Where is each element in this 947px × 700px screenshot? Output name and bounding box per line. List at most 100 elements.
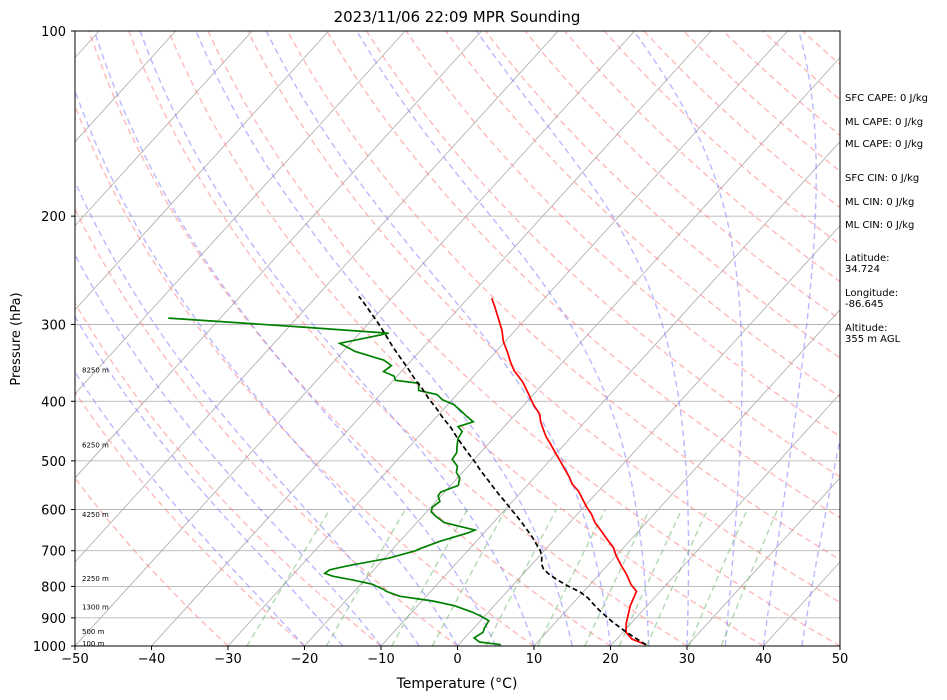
isotherm-line (75, 31, 406, 395)
x-tick-label: 10 (526, 652, 543, 667)
isotherm-line (610, 393, 840, 646)
dewpoint-trace (168, 317, 501, 646)
mixing-ratio-line (618, 509, 683, 646)
parcel-trace (358, 295, 647, 646)
height-label: 6250 m (82, 441, 109, 449)
isotherm-line (686, 477, 840, 646)
altitude-value: 355 m AGL (845, 334, 901, 345)
x-tick-label: −10 (367, 652, 394, 667)
sfc-cape-text: SFC CAPE: 0 J/kg (845, 93, 928, 104)
mixing-ratio-line (645, 509, 709, 646)
moist-adiabat-line (356, 31, 650, 646)
mixing-ratio-line (584, 509, 650, 646)
dry-adiabat-line (75, 476, 229, 646)
ml-cin-text-2: ML CIN: 0 J/kg (845, 220, 915, 231)
dry-adiabat-line (167, 31, 764, 646)
y-tick-label: 900 (41, 612, 66, 627)
isotherm-line (457, 225, 840, 646)
isotherm-line (533, 309, 840, 646)
dry-adiabat-line (564, 31, 840, 283)
mixing-ratio-line (720, 509, 779, 646)
y-tick-label: 400 (41, 395, 66, 410)
dry-adiabat-line (75, 390, 305, 646)
moist-adiabat-line (475, 31, 690, 646)
height-label: 500 m (82, 628, 105, 636)
dry-adiabat-line (405, 31, 840, 438)
dry-adiabat-line (246, 31, 840, 604)
mixing-ratio-line (485, 509, 557, 646)
moist-adiabat-line (75, 88, 459, 646)
moist-adiabat-line (762, 31, 817, 646)
mixing-ratio-line (431, 509, 507, 646)
dry-adiabat-line (445, 31, 840, 398)
x-tick-label: −50 (61, 652, 88, 667)
moist-adiabat-line (93, 31, 497, 646)
y-tick-label: 300 (41, 318, 66, 333)
plot-frame (74, 30, 841, 647)
y-tick-label: 800 (41, 580, 66, 595)
mixing-ratio-line (537, 509, 606, 646)
isotherm-line (75, 31, 329, 311)
isotherm-line (75, 31, 176, 143)
moist-adiabat-line (139, 31, 535, 646)
dry-adiabat-line (286, 31, 840, 561)
height-label: 100 m (82, 640, 105, 648)
isotherm-line (75, 31, 635, 646)
height-label: 2250 m (82, 575, 109, 583)
y-axis-label: Pressure (hPa) (9, 292, 24, 385)
y-tick-label: 200 (41, 210, 66, 225)
dry-adiabat-line (207, 31, 840, 646)
y-tick-label: 600 (41, 504, 66, 519)
moist-adiabat-line (75, 180, 420, 646)
x-tick-label: −40 (138, 652, 165, 667)
isotherm-line (380, 141, 840, 646)
mixing-ratio-line (688, 509, 748, 646)
moist-adiabat-line (265, 31, 612, 646)
isotherm-line (304, 56, 840, 646)
dry-adiabat-line (88, 31, 611, 646)
x-tick-label: −20 (291, 652, 318, 667)
moist-adiabat-line (801, 436, 840, 646)
altitude-label: Altitude: (845, 323, 888, 334)
mixing-ratio-line (325, 509, 406, 646)
moist-adiabat-line (633, 31, 743, 646)
x-tick-label: −30 (214, 652, 241, 667)
ml-cin-text: ML CIN: 0 J/kg (845, 197, 915, 208)
ml-cape-text: ML CAPE: 0 J/kg (845, 117, 924, 128)
height-label: 4250 m (82, 511, 109, 519)
mixing-ratio-line (246, 509, 331, 646)
latitude-label: Latitude: (845, 253, 890, 264)
dry-adiabat-line (75, 207, 458, 646)
isotherm-line (227, 31, 788, 646)
isotherm-line (75, 31, 482, 479)
dry-adiabat-line (365, 31, 840, 478)
dry-adiabat-line (75, 104, 535, 646)
dry-adiabat-line (128, 31, 688, 646)
x-tick-label: 30 (679, 652, 696, 667)
sfc-cin-text: SFC CIN: 0 J/kg (845, 173, 920, 184)
longitude-value: -86.645 (845, 299, 884, 310)
longitude-label: Longitude: (845, 288, 899, 299)
x-tick-label: 0 (453, 652, 461, 667)
isotherm-line (75, 31, 253, 227)
latitude-value: 34.724 (845, 264, 880, 275)
y-tick-label: 100 (41, 25, 66, 40)
x-axis-label: Temperature (°C) (396, 676, 518, 692)
moist-adiabat-line (195, 31, 573, 646)
height-label: 8250 m (82, 366, 109, 374)
ml-cape-text-2: ML CAPE: 0 J/kg (845, 139, 924, 150)
x-tick-label: 20 (602, 652, 619, 667)
dry-adiabat-line (326, 31, 840, 519)
x-tick-label: 40 (755, 652, 772, 667)
y-tick-label: 1000 (33, 640, 66, 655)
height-label: 1300 m (82, 603, 109, 611)
x-tick-label: 50 (832, 652, 849, 667)
chart-title: 2023/11/06 22:09 MPR Sounding (334, 8, 581, 26)
dry-adiabat-line (75, 301, 382, 646)
temperature-trace (490, 298, 647, 646)
y-tick-label: 500 (41, 455, 66, 470)
y-tick-label: 700 (41, 545, 66, 560)
mixing-ratio-line (391, 509, 468, 646)
moist-adiabat-line (75, 253, 382, 646)
